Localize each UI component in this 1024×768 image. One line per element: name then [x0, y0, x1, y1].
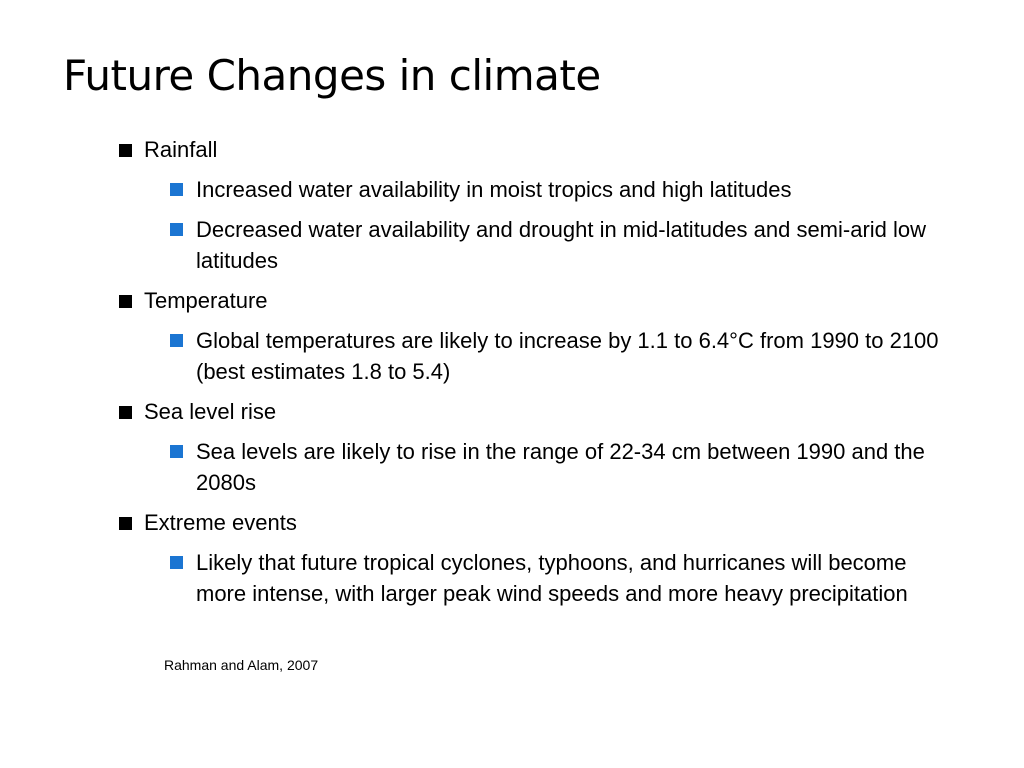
sub-bullet-text: Likely that future tropical cyclones, ty…: [196, 550, 908, 606]
sub-bullet-text: Decreased water availability and drought…: [196, 217, 927, 273]
citation: Rahman and Alam, 2007: [164, 657, 319, 673]
square-bullet-icon: [170, 183, 183, 196]
bullet-item-temperature: Temperature: [118, 285, 968, 316]
sub-bullet-item: Global temperatures are likely to increa…: [170, 325, 956, 387]
bullet-text: Temperature: [144, 288, 268, 313]
sub-bullet-text: Sea levels are likely to rise in the ran…: [196, 439, 925, 495]
bullet-item-extreme-events: Extreme events: [118, 507, 968, 538]
slide-title: Future Changes in climate: [63, 51, 601, 100]
bullet-text: Sea level rise: [144, 399, 277, 424]
sub-bullet-item: Increased water availability in moist tr…: [170, 174, 956, 205]
sub-bullet-text: Global temperatures are likely to increa…: [196, 328, 939, 384]
sub-bullet-text: Increased water availability in moist tr…: [196, 177, 792, 202]
bullet-item-sea-level-rise: Sea level rise: [118, 396, 968, 427]
square-bullet-icon: [170, 445, 183, 458]
bullet-text: Extreme events: [144, 510, 297, 535]
bullet-list: Rainfall Increased water availability in…: [118, 134, 968, 609]
sub-bullet-item: Sea levels are likely to rise in the ran…: [170, 436, 956, 498]
bullet-item-rainfall: Rainfall: [118, 134, 968, 165]
square-bullet-icon: [119, 406, 132, 419]
sub-bullet-item: Likely that future tropical cyclones, ty…: [170, 547, 956, 609]
square-bullet-icon: [170, 223, 183, 236]
square-bullet-icon: [170, 334, 183, 347]
sub-bullet-item: Decreased water availability and drought…: [170, 214, 956, 276]
square-bullet-icon: [119, 295, 132, 308]
square-bullet-icon: [119, 144, 132, 157]
square-bullet-icon: [119, 517, 132, 530]
square-bullet-icon: [170, 556, 183, 569]
bullet-text: Rainfall: [144, 137, 218, 162]
